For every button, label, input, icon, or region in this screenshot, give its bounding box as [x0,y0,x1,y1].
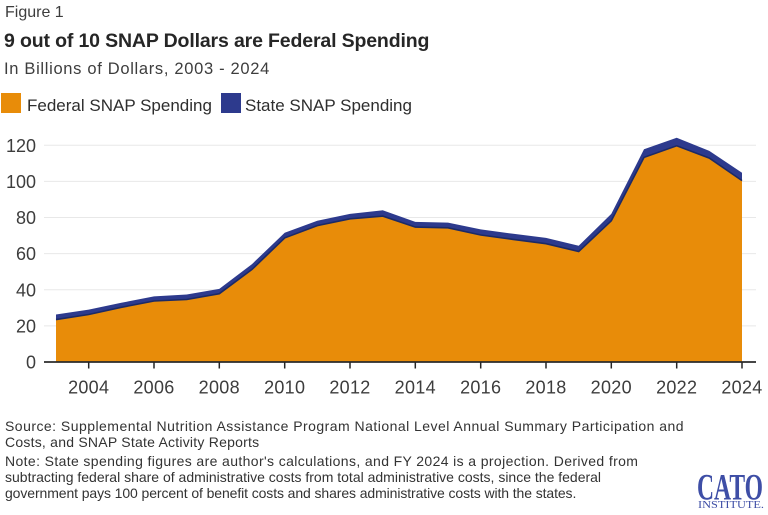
svg-text:INSTITUTE.: INSTITUTE. [698,500,764,511]
svg-text:2018: 2018 [525,378,566,398]
svg-text:120: 120 [6,136,36,156]
svg-text:100: 100 [6,172,36,192]
svg-text:2014: 2014 [395,378,436,398]
svg-text:2004: 2004 [68,378,109,398]
svg-text:2012: 2012 [329,378,370,398]
svg-text:2020: 2020 [591,378,632,398]
svg-text:CATO: CATO [697,468,763,509]
svg-text:2006: 2006 [133,378,174,398]
svg-text:80: 80 [16,208,36,228]
svg-text:2022: 2022 [656,378,697,398]
svg-text:2016: 2016 [460,378,501,398]
svg-text:2024: 2024 [721,378,762,398]
svg-text:2010: 2010 [264,378,305,398]
svg-text:20: 20 [16,317,36,337]
svg-text:60: 60 [16,244,36,264]
svg-text:2008: 2008 [199,378,240,398]
svg-text:0: 0 [26,353,36,373]
svg-text:40: 40 [16,280,36,300]
